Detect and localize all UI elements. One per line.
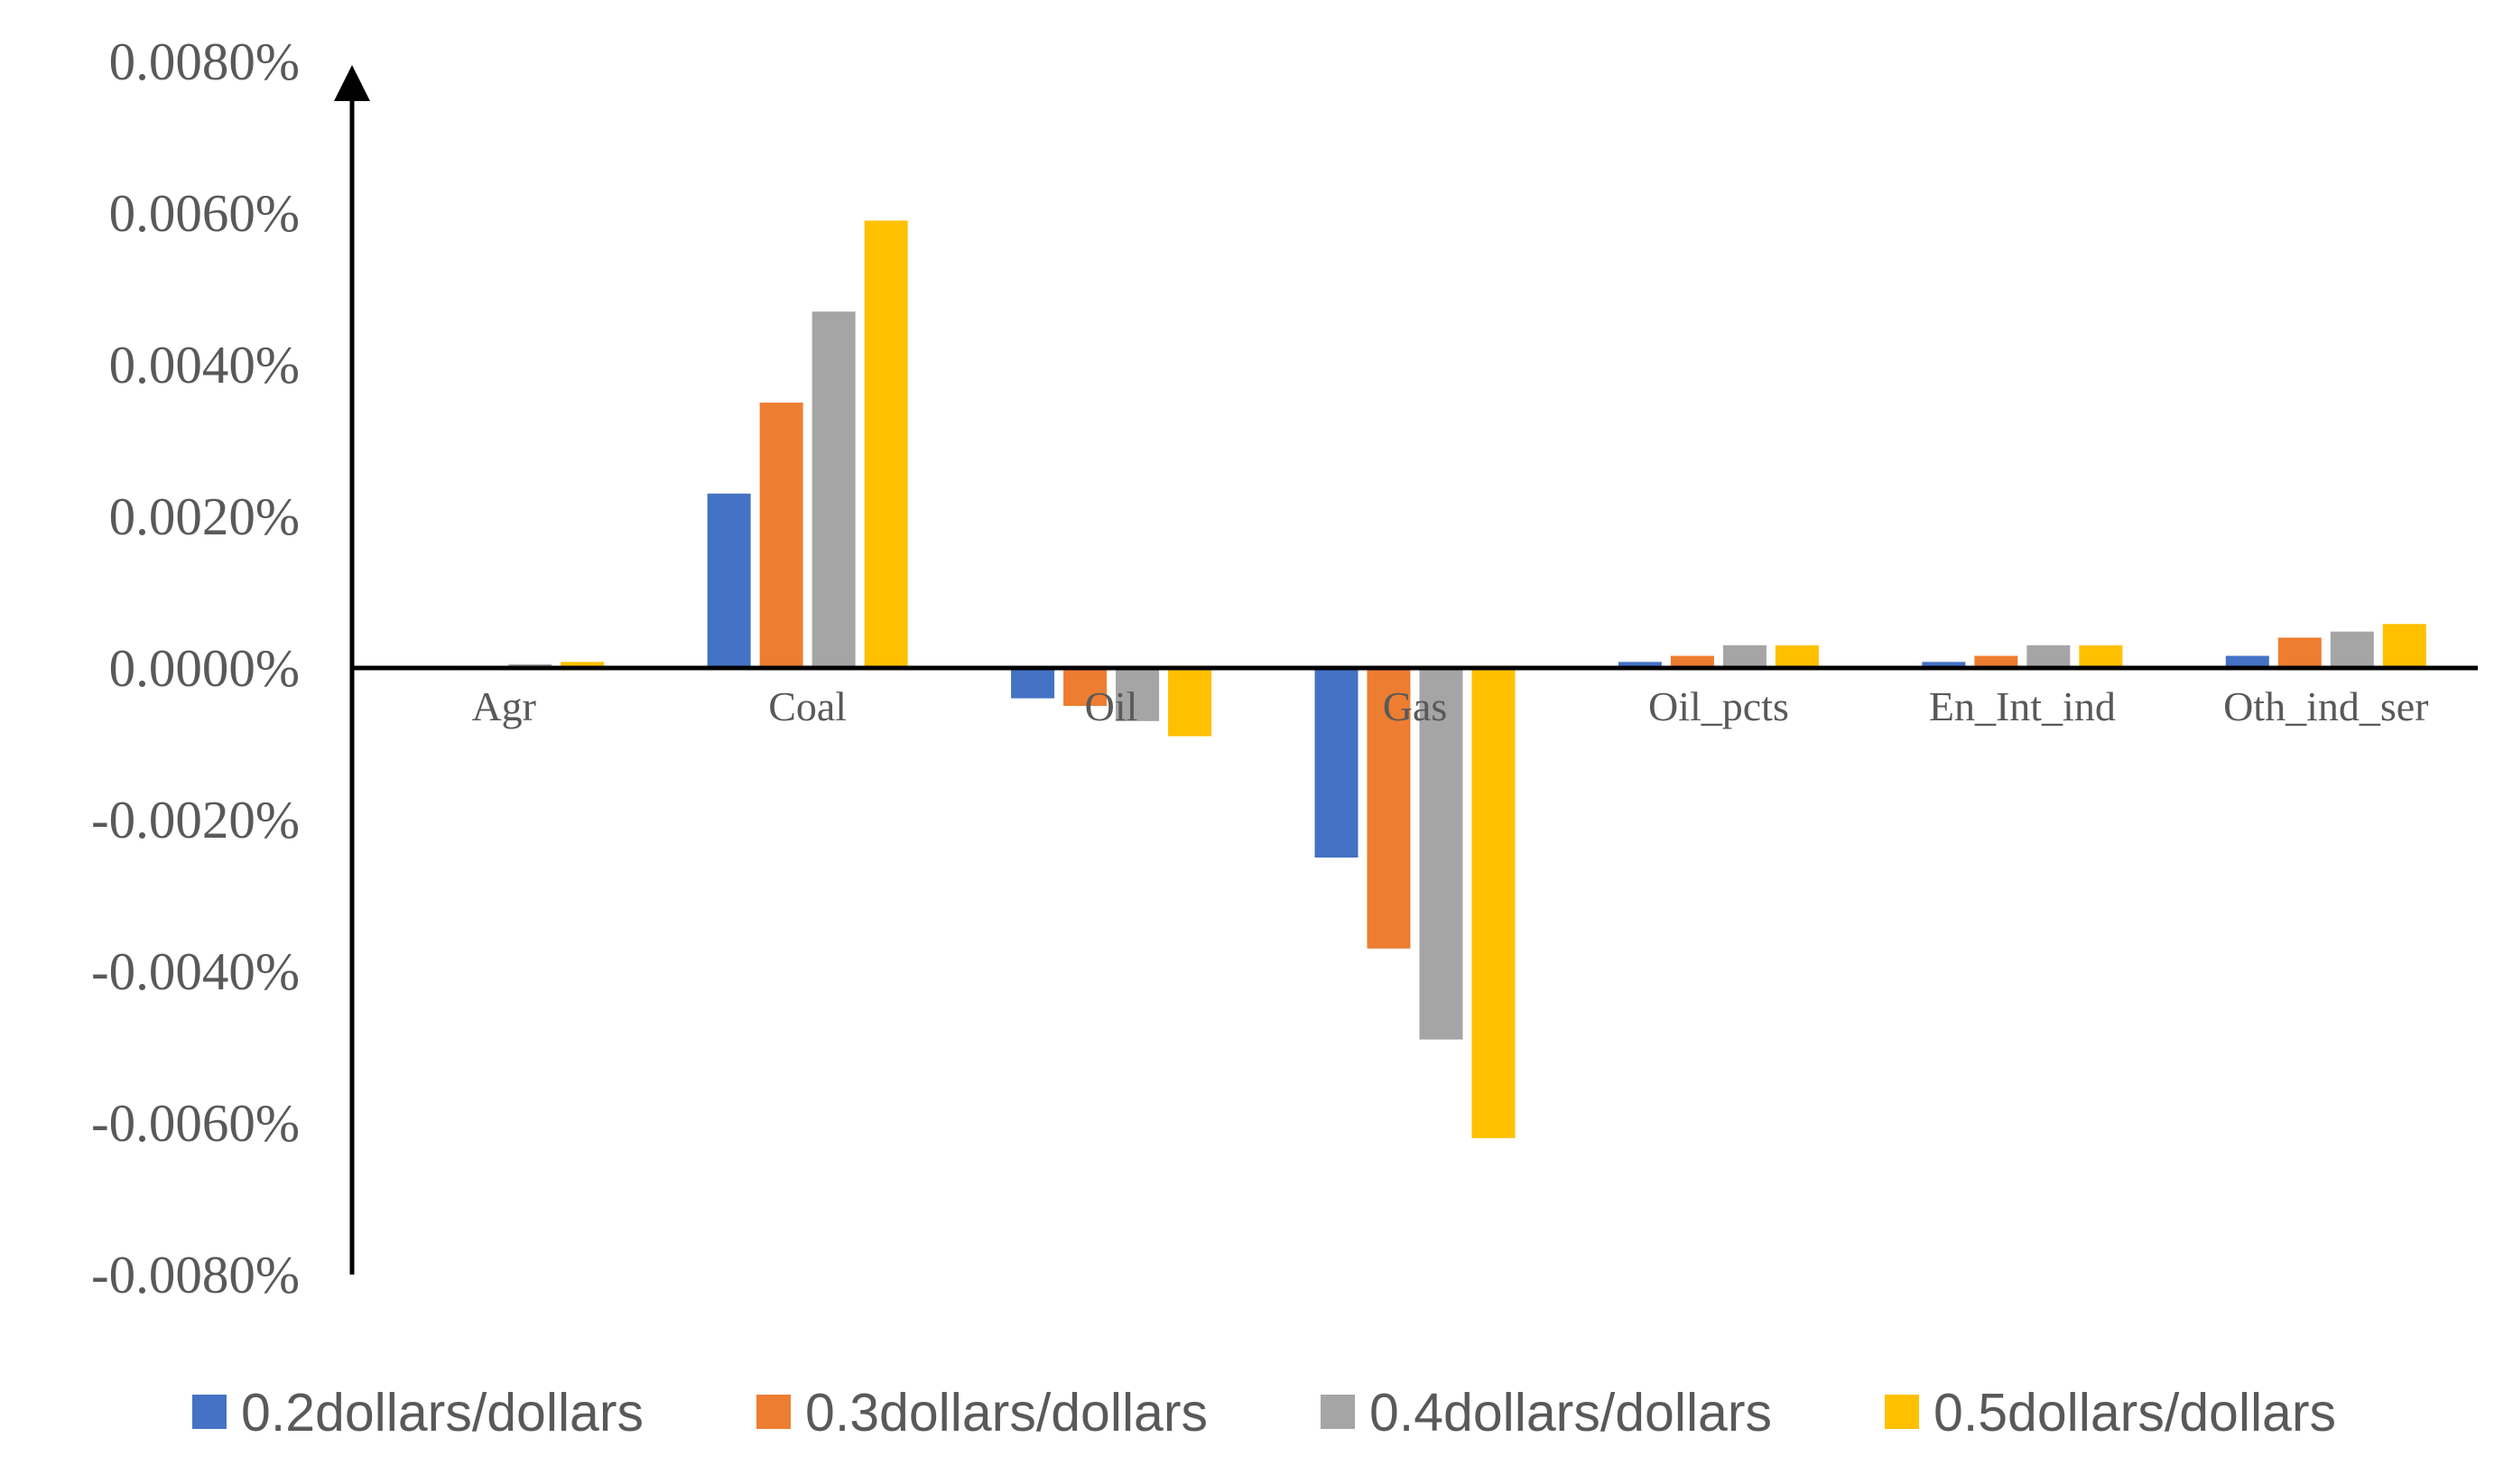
axes: [334, 65, 2478, 1275]
legend-label: 0.4dollars/dollars: [1369, 1383, 1772, 1442]
bar-agr-series-4: [561, 662, 605, 668]
bar-gas-series-4: [1471, 668, 1516, 1138]
bar-en-int-ind-series-1: [1922, 662, 1966, 668]
bar-coal-series-3: [811, 311, 856, 668]
bar-oil-series-1: [1011, 668, 1055, 699]
bar-oil-pcts-series-2: [1670, 655, 1714, 668]
legend: 0.2dollars/dollars 0.3dollars/dollars 0.4d…: [192, 1383, 2336, 1442]
bars: [403, 220, 2426, 1138]
x-tick-label: Oil_pcts: [1648, 683, 1789, 729]
x-tick-label: Oil: [1085, 683, 1138, 729]
bar-oil-pcts-series-4: [1775, 645, 1819, 668]
legend-swatch: [1885, 1395, 1919, 1429]
y-tick-label: 0.0060%: [109, 183, 300, 243]
y-tick-label: 0.0040%: [109, 335, 300, 394]
bar-en-int-ind-series-3: [2026, 645, 2071, 668]
bar-gas-series-1: [1314, 668, 1359, 858]
x-tick-label: Coal: [768, 683, 847, 729]
bar-oth-ind-ser-series-3: [2330, 631, 2374, 668]
bar-oil-series-2: [1063, 668, 1108, 706]
bar-oth-ind-ser-series-2: [2277, 637, 2322, 668]
y-tick-label: 0.0000%: [109, 638, 300, 698]
y-tick-label: 0.0080%: [109, 32, 300, 91]
x-axis-tick-labels: Agr Coal Oil Gas Oil_pcts En_Int_ind Oth_ind_s…: [471, 683, 2428, 729]
y-axis-arrowhead: [334, 65, 370, 101]
bar-oil-pcts-series-1: [1618, 662, 1662, 668]
legend-label: 0.5dollars/dollars: [1933, 1383, 2336, 1442]
bar-en-int-ind-series-4: [2079, 645, 2123, 668]
y-tick-label: 0.0020%: [109, 487, 300, 546]
legend-swatch: [1321, 1395, 1355, 1429]
bar-coal-series-1: [707, 493, 751, 668]
x-tick-label: Agr: [471, 683, 536, 729]
x-tick-label: En_Int_ind: [1929, 683, 2116, 729]
y-axis-tick-labels: 0.0080% 0.0060% 0.0040% 0.0020% 0.0000% -0.00…: [91, 32, 300, 1304]
y-tick-label: -0.0040%: [91, 941, 300, 1001]
legend-swatch: [756, 1395, 791, 1429]
y-tick-label: -0.0080%: [91, 1245, 300, 1304]
bar-oil-series-4: [1168, 668, 1212, 737]
bar-coal-series-2: [759, 403, 803, 668]
bar-en-int-ind-series-2: [1974, 655, 2018, 668]
bar-oth-ind-ser-series-4: [2382, 624, 2426, 668]
x-tick-label: Oth_ind_ser: [2223, 683, 2428, 729]
bar-gas-series-2: [1367, 668, 1411, 949]
legend-label: 0.3dollars/dollars: [805, 1383, 1208, 1442]
legend-label: 0.2dollars/dollars: [241, 1383, 644, 1442]
bar-coal-series-4: [864, 220, 908, 668]
bar-oil-pcts-series-3: [1722, 645, 1767, 668]
y-tick-label: -0.0020%: [91, 790, 300, 849]
y-tick-label: -0.0060%: [91, 1093, 300, 1153]
legend-swatch: [192, 1395, 227, 1429]
bar-oil-series-3: [1116, 668, 1160, 721]
bar-oth-ind-ser-series-1: [2225, 655, 2269, 668]
x-tick-label: Gas: [1383, 683, 1448, 729]
bar-gas-series-3: [1419, 668, 1463, 1040]
